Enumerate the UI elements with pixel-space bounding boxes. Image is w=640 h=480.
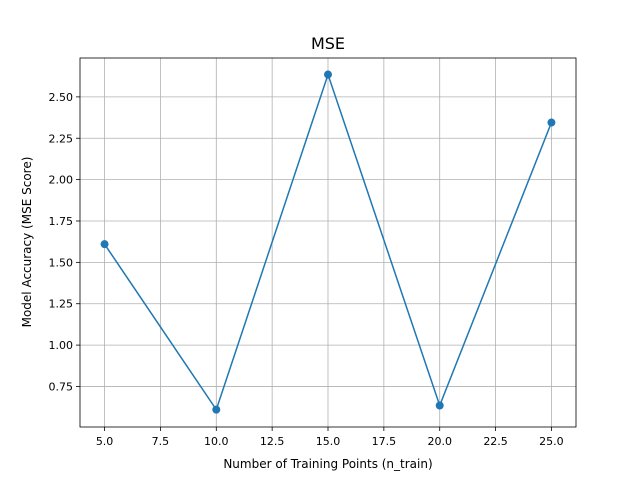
series-layer	[100, 70, 556, 414]
y-tick-label: 1.25	[49, 298, 74, 311]
x-tick-label: 15.0	[316, 435, 341, 448]
y-tick-label: 1.75	[49, 215, 74, 228]
y-tick-label: 0.75	[49, 380, 74, 393]
x-tick-label: 17.5	[372, 435, 397, 448]
data-point	[324, 70, 332, 79]
y-axis-label: Model Accuracy (MSE Score)	[20, 157, 34, 328]
x-tick-label: 10.0	[204, 435, 229, 448]
y-tick-label: 2.00	[49, 174, 74, 187]
data-point	[547, 118, 556, 127]
x-tick-label: 22.5	[483, 435, 508, 448]
grid	[80, 58, 576, 427]
y-tick-label: 2.25	[49, 132, 74, 145]
data-point	[100, 240, 109, 249]
x-tick-label: 5.0	[96, 435, 114, 448]
x-tick-label: 25.0	[539, 435, 564, 448]
y-tick-label: 2.50	[49, 91, 74, 104]
chart-title: MSE	[311, 34, 345, 53]
x-tick-label: 7.5	[152, 435, 170, 448]
x-tick-label: 12.5	[260, 435, 285, 448]
x-tick-label: 20.0	[427, 435, 452, 448]
y-tick-label: 1.00	[49, 339, 74, 352]
ticks: 5.0 7.5 10.0 12.5 15.0 17.5 20.0 22.5 25.0 0.75 1.…	[49, 91, 564, 448]
data-point	[435, 401, 444, 410]
data-point	[212, 405, 221, 414]
y-tick-label: 1.50	[49, 256, 74, 269]
x-axis-label: Number of Training Points (n_train)	[223, 457, 432, 471]
